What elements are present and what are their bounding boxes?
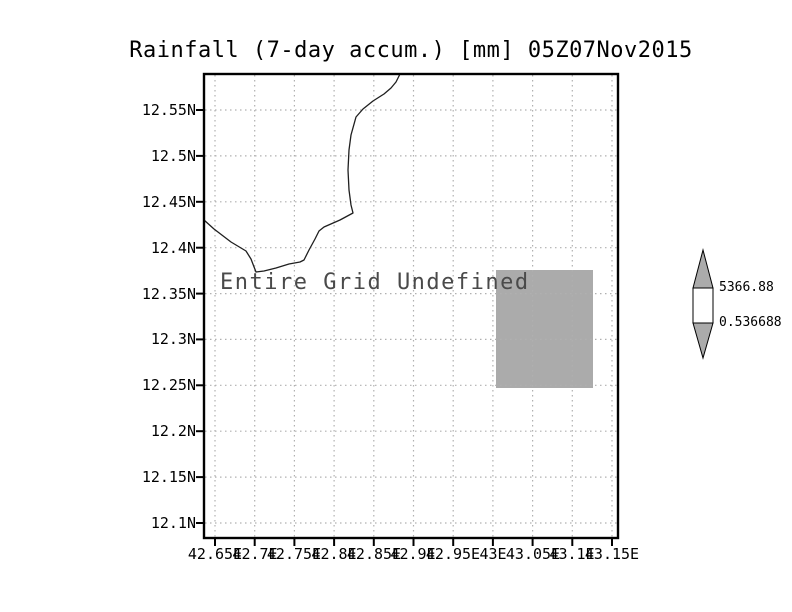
undefined-shade-rect: [496, 270, 593, 388]
x-tick-label: 43E: [479, 545, 507, 563]
x-tick-label: 42.75E: [266, 545, 322, 563]
x-tick-label: 43.15E: [584, 545, 640, 563]
colorbar-bottom-triangle: [692, 322, 714, 360]
x-tick-label: 42.95E: [425, 545, 481, 563]
x-tick-label: 42.9E: [390, 545, 436, 563]
colorbar-mid-box: [692, 287, 714, 324]
gridlines-horizontal: [205, 109, 617, 524]
x-tick-label: 42.7E: [232, 545, 278, 563]
x-tick-label: 43.05E: [505, 545, 561, 563]
y-tick-label: 12.35N: [141, 284, 196, 303]
x-tick-label: 42.85E: [346, 545, 402, 563]
x-tick-label: 43.1E: [549, 545, 595, 563]
colorbar-top-triangle: [692, 248, 714, 289]
plot-title: Rainfall (7-day accum.) [mm] 05Z07Nov201…: [129, 38, 693, 63]
undefined-grid-notice: Entire Grid Undefined: [220, 270, 530, 295]
colorbar-max-label: 5366.88: [719, 280, 774, 295]
y-tick-label: 12.3N: [150, 330, 196, 349]
y-tick-label: 12.4N: [150, 239, 196, 257]
colorbar-min-label: 0.536688: [719, 315, 782, 330]
plot-frame: [202, 72, 620, 540]
y-tick-marks: [196, 109, 204, 524]
y-tick-label: 12.55N: [141, 101, 196, 119]
y-tick-label: 12.5N: [150, 147, 196, 165]
y-tick-label: 12.1N: [150, 514, 196, 532]
x-tick-label: 42.8E: [311, 545, 357, 563]
y-tick-label: 12.25N: [141, 376, 196, 395]
x-tick-marks: [214, 538, 613, 546]
y-tick-label: 12.2N: [150, 422, 196, 441]
colorbar-arrow: [692, 248, 714, 360]
gridlines-vertical: [214, 75, 613, 537]
coastline: [203, 73, 401, 273]
y-tick-label: 12.45N: [141, 193, 196, 211]
x-tick-label: 42.65E: [187, 545, 243, 563]
y-tick-label: 12.15N: [141, 468, 196, 487]
